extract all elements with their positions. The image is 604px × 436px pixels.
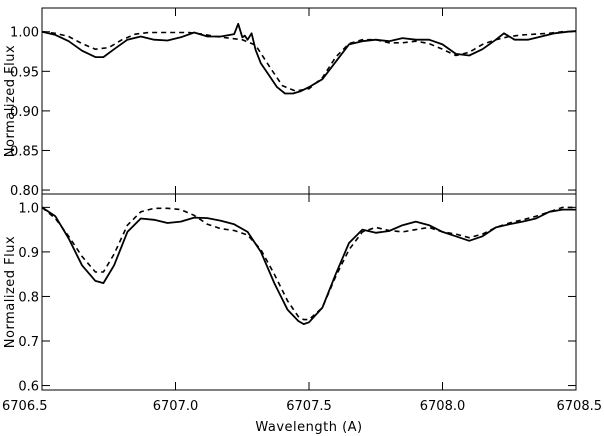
bottom-plot-frame <box>41 193 577 391</box>
bottom-x-tick-label: 6706.5 <box>2 399 48 414</box>
top-panel: 0.80 0.85 0.90 0.95 1.00 <box>10 7 577 199</box>
top-series-dashed-line <box>41 30 576 92</box>
bottom-y-tick-label: 0.9 <box>18 246 39 261</box>
bottom-y-tick-label: 0.8 <box>18 290 39 305</box>
top-y-tick-label: 0.95 <box>10 65 39 80</box>
top-y-tick-label: 0.90 <box>10 105 39 120</box>
top-y-axis-title: Normalized Flux <box>3 45 18 157</box>
x-axis-title: Wavelength (A) <box>255 420 362 435</box>
bottom-series-dashed-line <box>41 206 576 321</box>
bottom-x-tick-label: 6707.0 <box>153 399 199 414</box>
bottom-series-solid-line <box>41 206 576 326</box>
bottom-panel: 0.6 0.7 0.8 0.9 1.0 6706.5 6707.0 6707.5 6708.0 6… <box>2 193 603 414</box>
bottom-x-tick-label: 6708.5 <box>557 399 603 414</box>
top-y-tick-label: 0.80 <box>10 184 39 199</box>
bottom-y-tick-label: 0.6 <box>18 380 39 395</box>
bottom-x-tick-label: 6708.0 <box>420 399 466 414</box>
bottom-y-axis-title: Normalized Flux <box>3 236 18 348</box>
bottom-x-tick-label: 6707.5 <box>286 399 332 414</box>
top-y-tick-label: 1.00 <box>10 26 39 41</box>
top-series-solid-line <box>41 22 577 95</box>
bottom-y-tick-label: 1.0 <box>18 201 39 216</box>
bottom-y-tick-label: 0.7 <box>18 335 39 350</box>
top-plot-frame <box>41 7 577 195</box>
top-y-tick-label: 0.85 <box>10 144 39 159</box>
